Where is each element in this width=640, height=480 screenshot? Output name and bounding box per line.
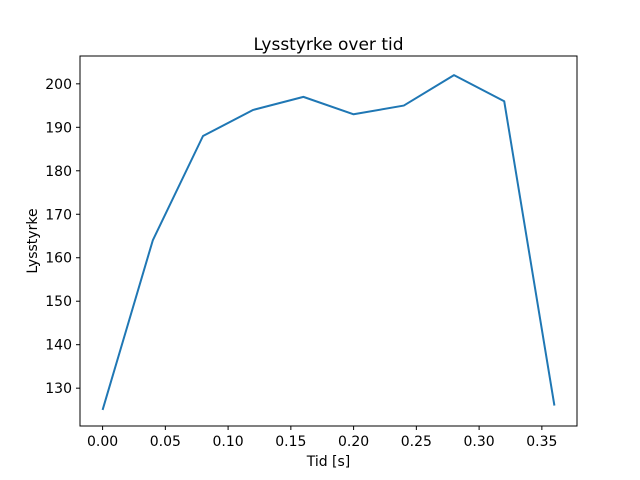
y-tick-label: 130 (45, 381, 72, 397)
x-tick-label: 0.25 (401, 434, 432, 450)
y-tick-label: 180 (45, 164, 72, 180)
x-tick-label: 0.10 (213, 434, 244, 450)
axes-spines (79, 55, 578, 427)
x-tick-label: 0.15 (275, 434, 306, 450)
x-tick-label: 0.30 (464, 434, 495, 450)
y-tick-label: 170 (45, 207, 72, 223)
x-tick-label: 0.35 (526, 434, 557, 450)
x-tick-label: 0.20 (338, 434, 369, 450)
x-tick-label: 0.00 (87, 434, 118, 450)
y-tick-label: 190 (45, 120, 72, 136)
y-tick-label: 140 (45, 338, 72, 354)
x-tick-label: 0.05 (150, 434, 181, 450)
y-axis-title: Lysstyrke (25, 208, 41, 273)
y-tick-label: 200 (45, 77, 72, 93)
chart-title: Lysstyrke over tid (254, 35, 404, 55)
y-tick-label: 160 (45, 251, 72, 267)
plot-area: 0.00 0.05 0.10 0.15 0.20 0.25 0.30 0.35 130 140 15… (45, 74, 557, 450)
x-axis-title: Tid [s] (306, 454, 351, 470)
y-tick-label: 150 (45, 294, 72, 310)
data-line (101, 74, 556, 411)
